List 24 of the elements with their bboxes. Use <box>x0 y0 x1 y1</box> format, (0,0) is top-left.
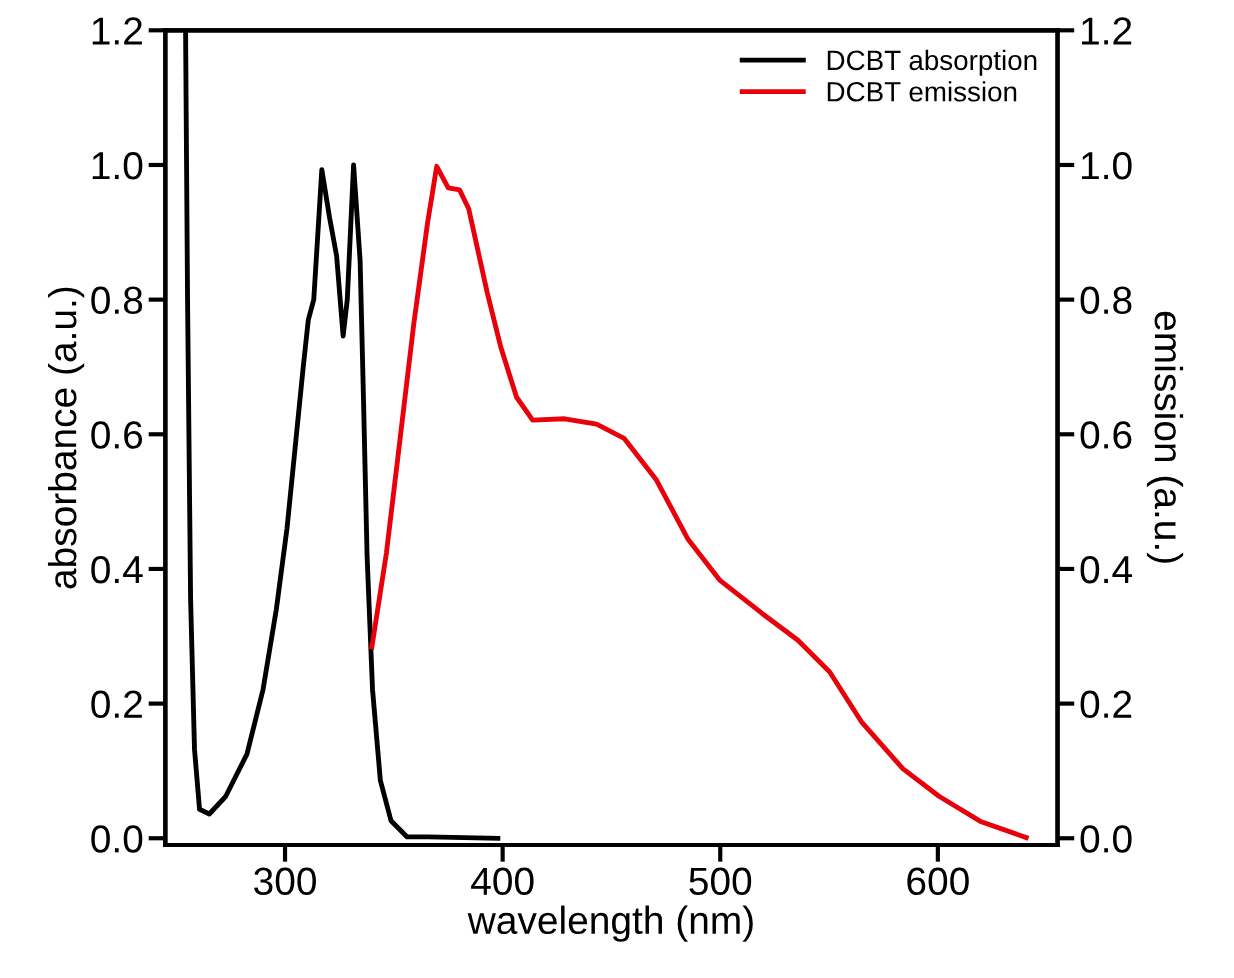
y2-tick-label: 0.4 <box>1080 555 1132 584</box>
y2-tick-label: 1.2 <box>1082 17 1132 45</box>
y-tick-label: 0.2 <box>91 690 142 719</box>
line-series <box>369 163 1029 841</box>
y2-axis-title: emission (a.u.) <box>1146 311 1184 563</box>
y2-tick-label: 0.2 <box>1080 690 1132 719</box>
y-tick-label: 0.0 <box>91 825 143 853</box>
y-tick-label: 0.8 <box>91 286 143 315</box>
x-axis-title: wavelength (nm) <box>467 905 753 942</box>
x-tick-label: 500 <box>689 867 752 896</box>
x-tick-label: 600 <box>907 867 969 896</box>
legend-label: DCBT absorption <box>827 49 1037 76</box>
y-tick-label: 0.6 <box>91 421 143 449</box>
x-tick-label: 400 <box>471 867 534 896</box>
y2-tick-label: 1.0 <box>1082 151 1132 180</box>
legend-label: DCBT emission <box>827 81 1017 102</box>
y-tick-label: 1.0 <box>92 151 143 180</box>
y2-tick-label: 0.8 <box>1080 286 1132 315</box>
y-axis-title: absorbance (a.u.) <box>47 287 85 589</box>
y2-tick-label: 0.6 <box>1080 421 1132 449</box>
x-tick-label: 300 <box>254 867 316 896</box>
y-tick-label: 0.4 <box>91 555 143 584</box>
y2-tick-label: 0.0 <box>1080 825 1132 853</box>
y-tick-label: 1.2 <box>92 17 142 45</box>
